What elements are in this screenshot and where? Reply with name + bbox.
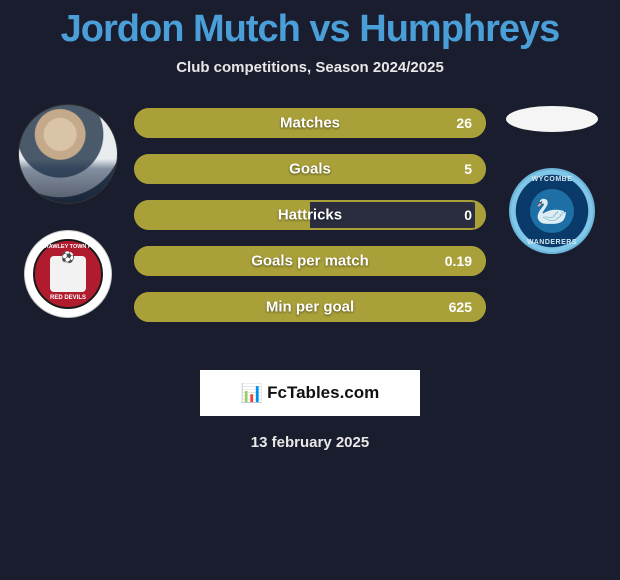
player-left-photo bbox=[18, 104, 118, 204]
bar-right-fill bbox=[475, 200, 486, 230]
bar-value-right: 26 bbox=[456, 115, 472, 131]
right-player-column: WYCOMBE 🦢 WANDERERS bbox=[492, 104, 612, 254]
crawley-bottom-text: RED DEVILS bbox=[35, 295, 101, 301]
wycombe-bottom-text: WANDERERS bbox=[527, 239, 577, 246]
left-player-column: CRAWLEY TOWN FC RED DEVILS bbox=[8, 104, 128, 318]
comparison-row: CRAWLEY TOWN FC RED DEVILS Matches 26 Goal… bbox=[0, 104, 620, 322]
stat-bar: Goals per match 0.19 bbox=[134, 246, 486, 276]
stat-bar: Matches 26 bbox=[134, 108, 486, 138]
brand-label: FcTables.com bbox=[267, 383, 379, 403]
stat-bar: Hattricks 0 bbox=[134, 200, 486, 230]
crawley-top-text: CRAWLEY TOWN FC bbox=[35, 244, 101, 250]
chart-icon: 📊 bbox=[241, 384, 263, 402]
season-subtitle: Club competitions, Season 2024/2025 bbox=[0, 59, 620, 76]
bar-value-right: 5 bbox=[464, 161, 472, 177]
bar-label: Matches bbox=[280, 115, 340, 132]
stats-bars: Matches 26 Goals 5 Hattricks 0 Goals per match… bbox=[128, 108, 492, 322]
player-right-photo-placeholder bbox=[506, 106, 598, 132]
snapshot-date: 13 february 2025 bbox=[0, 434, 620, 451]
bar-left-fill bbox=[134, 154, 310, 184]
bar-right-fill bbox=[310, 154, 486, 184]
player-right-club-badge: WYCOMBE 🦢 WANDERERS bbox=[509, 168, 595, 254]
player-left-club-badge: CRAWLEY TOWN FC RED DEVILS bbox=[24, 230, 112, 318]
bar-label: Min per goal bbox=[266, 299, 354, 316]
swan-icon: 🦢 bbox=[536, 198, 568, 224]
stat-bar: Min per goal 625 bbox=[134, 292, 486, 322]
bar-value-right: 625 bbox=[449, 299, 472, 315]
wycombe-top-text: WYCOMBE bbox=[532, 176, 573, 183]
brand-banner[interactable]: 📊 FcTables.com bbox=[200, 370, 420, 416]
stat-bar: Goals 5 bbox=[134, 154, 486, 184]
bar-label: Goals bbox=[289, 161, 331, 178]
page-title: Jordon Mutch vs Humphreys bbox=[0, 0, 620, 51]
bar-value-right: 0 bbox=[464, 207, 472, 223]
crawley-crest-icon: CRAWLEY TOWN FC RED DEVILS bbox=[33, 239, 103, 309]
bar-value-right: 0.19 bbox=[445, 253, 472, 269]
bar-label: Hattricks bbox=[278, 207, 342, 224]
bar-label: Goals per match bbox=[251, 253, 369, 270]
